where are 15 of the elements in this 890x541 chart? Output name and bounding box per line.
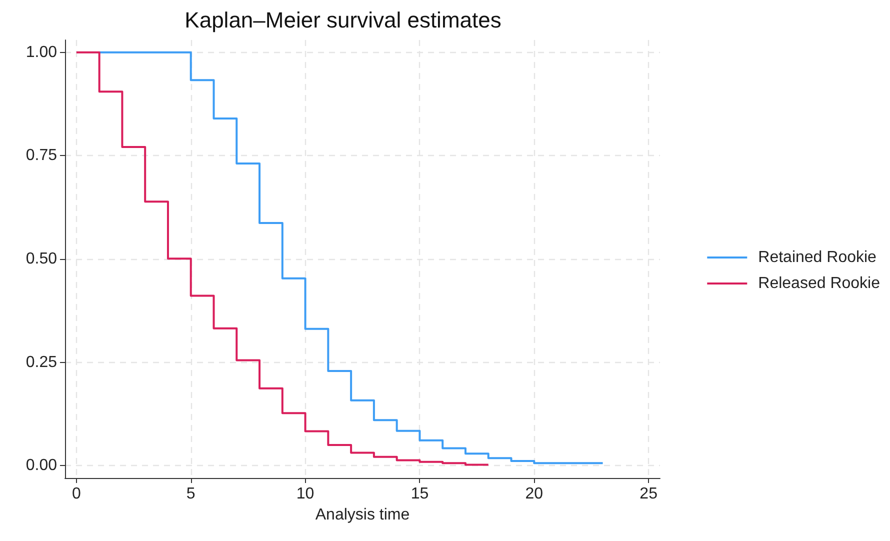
- x-axis-title: Analysis time: [315, 506, 410, 524]
- x-tick-label: 5: [186, 486, 196, 502]
- chart-title: Kaplan–Meier survival estimates: [184, 8, 502, 32]
- legend-label: Released Rookie: [758, 275, 880, 292]
- y-tick-label: 0.00: [26, 457, 58, 474]
- y-tick-label: 1.00: [26, 44, 58, 61]
- x-tick-label: 0: [72, 486, 81, 502]
- x-tick-label: 10: [296, 486, 314, 502]
- y-tick-label: 0.25: [26, 354, 58, 371]
- x-tick-label: 15: [410, 486, 429, 502]
- x-tick-label: 20: [525, 486, 544, 502]
- x-tick-label: 25: [640, 486, 658, 502]
- legend-label: Retained Rookie: [758, 249, 877, 266]
- y-tick-label: 0.75: [26, 147, 58, 164]
- y-tick-label: 0.50: [26, 250, 58, 268]
